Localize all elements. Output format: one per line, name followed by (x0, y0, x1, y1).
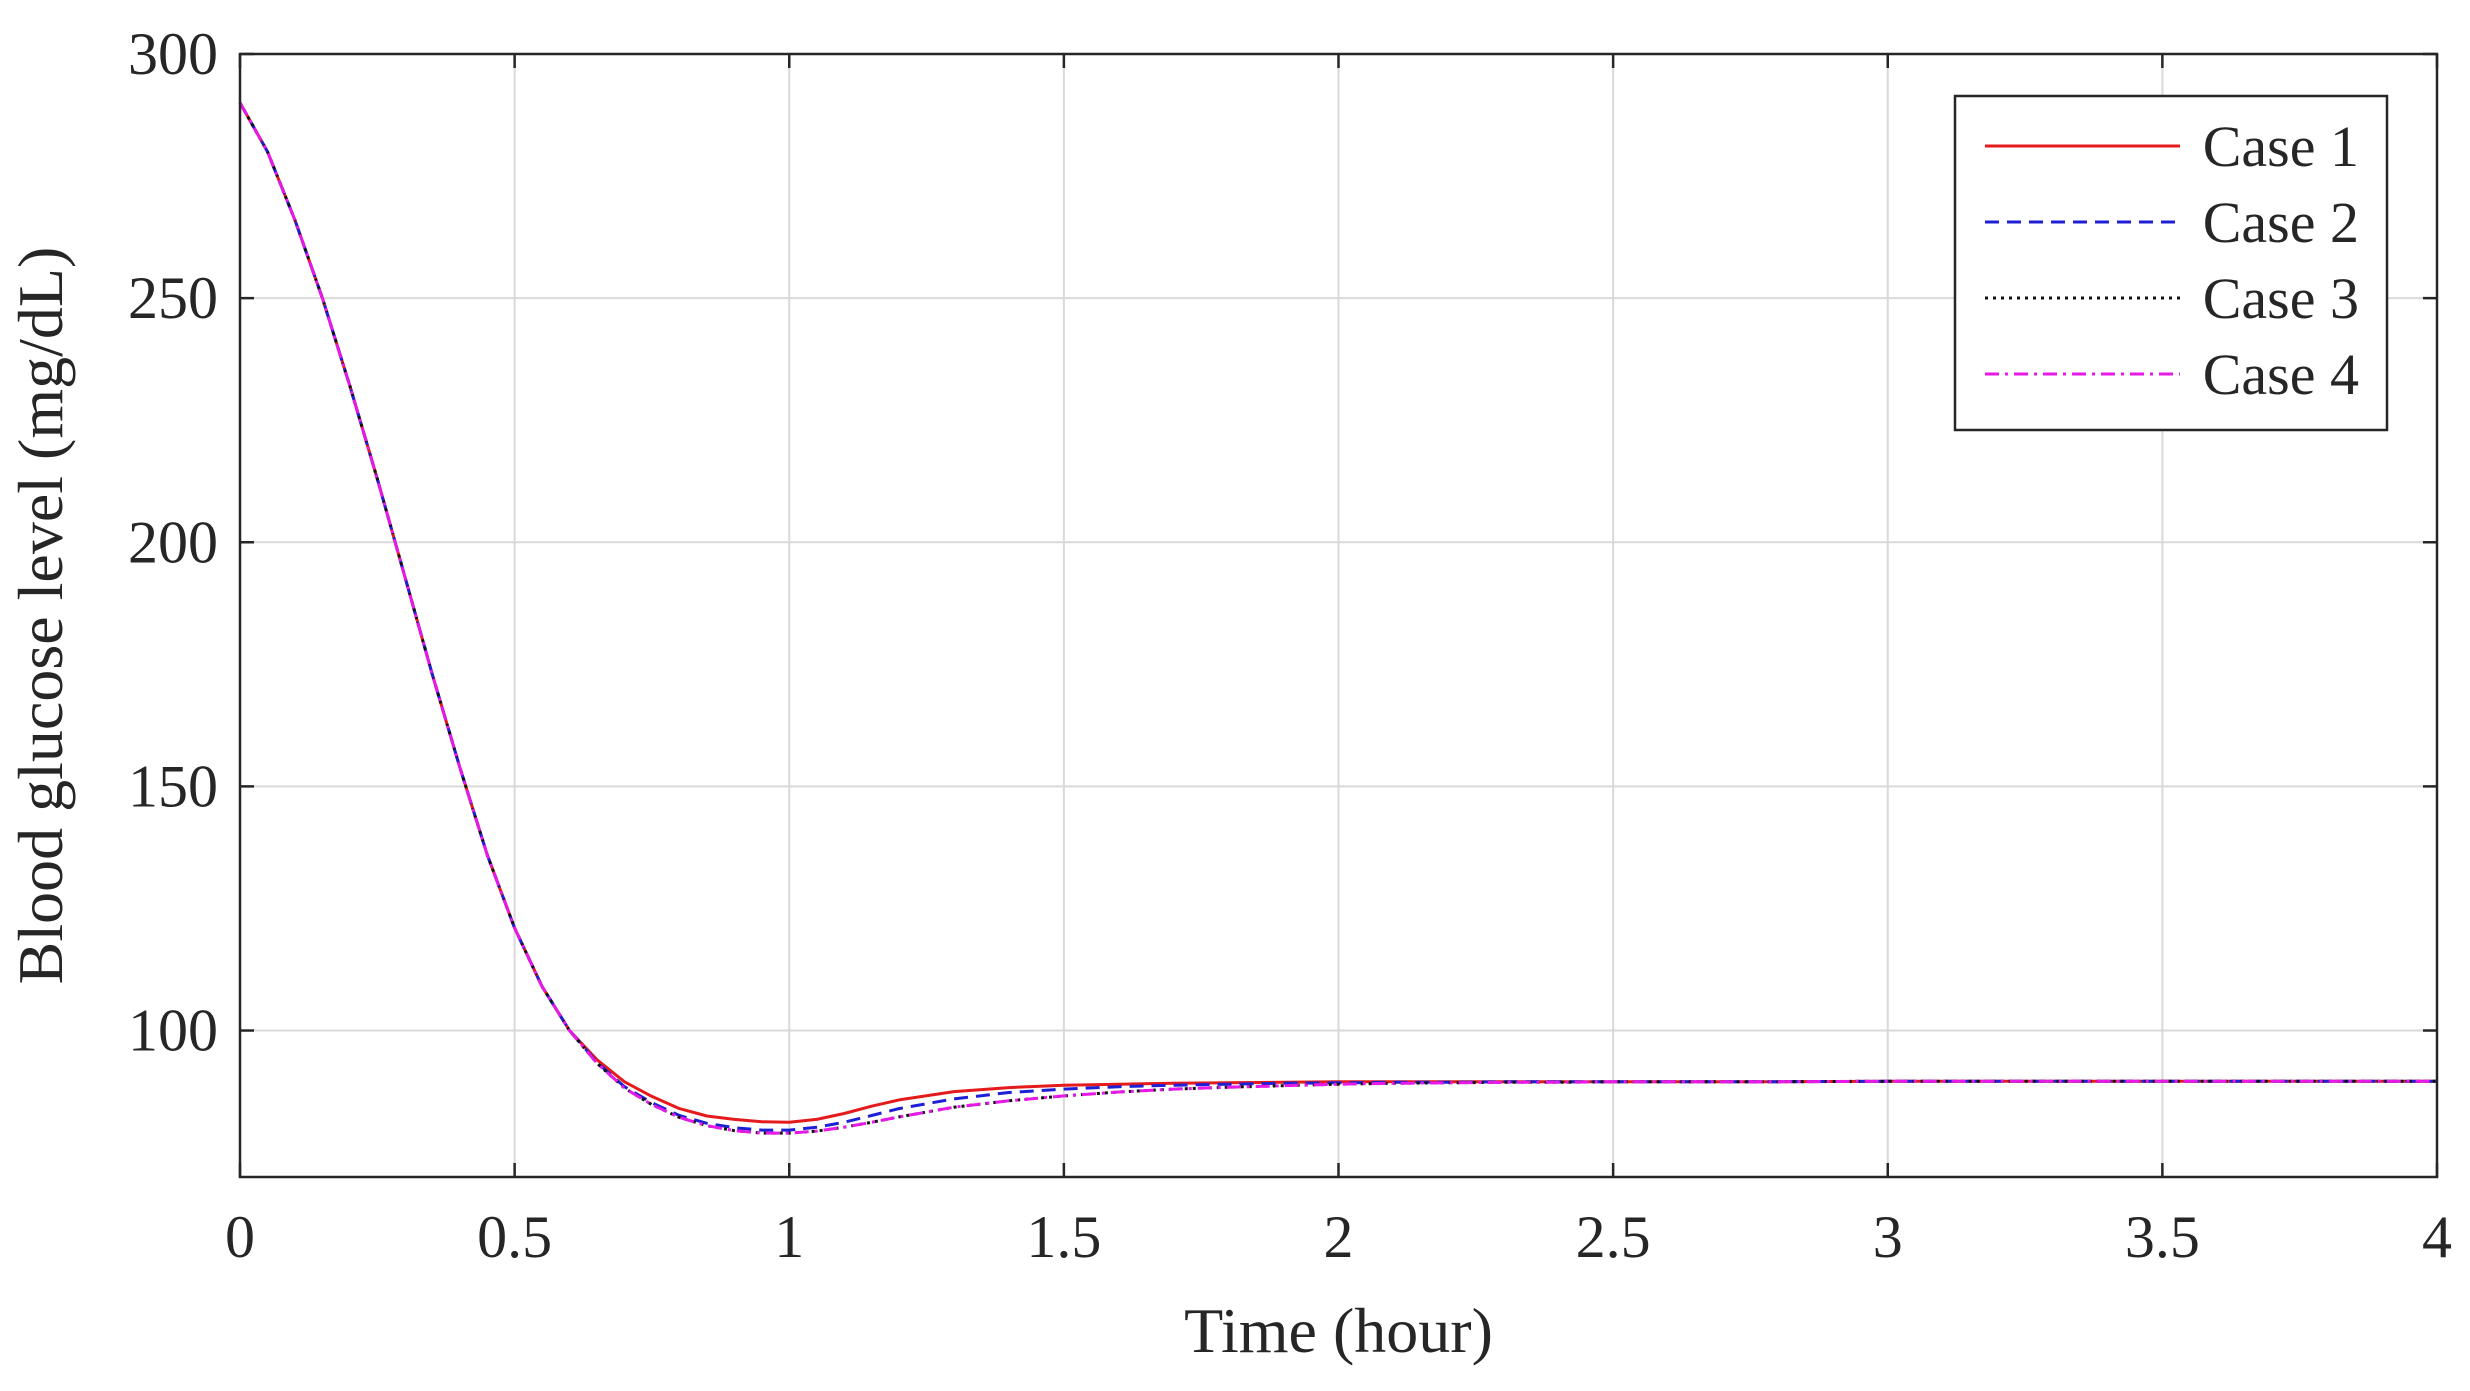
legend-label: Case 4 (2203, 342, 2359, 407)
series-line (238, 102, 2437, 1135)
x-tick-label: 2 (1324, 1204, 1354, 1270)
y-axis-label: Blood glucose level (mg/dL) (5, 247, 76, 985)
x-tick-label: 1.5 (1026, 1204, 1101, 1270)
legend: Case 1 Case 2 Case 3 Case 4 (1953, 94, 2389, 432)
x-tick-label: 1 (774, 1204, 804, 1270)
x-tick-label: 0.5 (477, 1204, 552, 1270)
y-tick-label: 150 (128, 753, 218, 819)
legend-label: Case 1 (2203, 114, 2359, 179)
x-tick-label: 3 (1873, 1204, 1903, 1270)
x-tick-label: 2.5 (1576, 1204, 1651, 1270)
legend-label: Case 2 (2203, 190, 2359, 255)
y-tick-label: 300 (128, 21, 218, 87)
y-tick-label: 100 (128, 998, 218, 1064)
series-layer (238, 102, 2437, 1135)
tick-layer: 0 0.5 1 1.5 2 2.5 3 3.5 4 100 150 200 250 300 (128, 21, 2452, 1270)
x-tick-label: 0 (225, 1204, 255, 1270)
x-axis-label: Time (hour) (1184, 1295, 1493, 1366)
y-tick-label: 250 (128, 265, 218, 331)
x-tick-label: 3.5 (2125, 1204, 2200, 1270)
legend-label: Case 3 (2203, 266, 2359, 331)
y-tick-label: 200 (128, 509, 218, 575)
x-tick-label: 4 (2422, 1204, 2452, 1270)
